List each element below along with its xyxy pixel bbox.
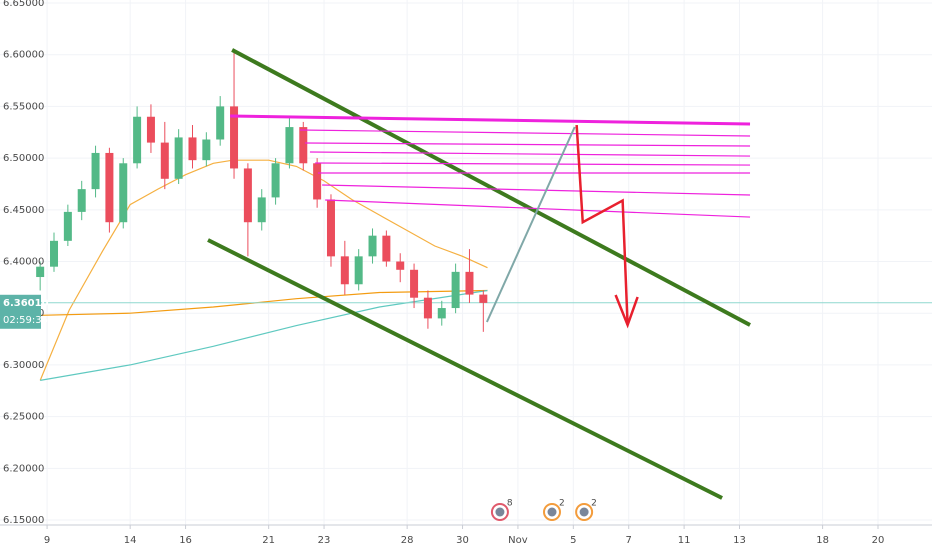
candle-body — [188, 137, 197, 161]
event-icon-inner — [579, 507, 589, 517]
candle-body — [105, 152, 114, 223]
price-label-box — [0, 294, 41, 329]
trend-line — [231, 48, 751, 327]
candle-body — [437, 308, 446, 319]
trend-line — [207, 238, 723, 500]
trend-line — [485, 126, 576, 323]
moving-average — [40, 289, 488, 381]
x-tick-label: 9 — [44, 535, 50, 546]
candle-body — [77, 189, 86, 212]
candle-body — [119, 163, 128, 223]
y-tick-label: 6.55000 — [3, 101, 44, 112]
x-tick-label: 21 — [262, 535, 275, 546]
candle-body — [299, 127, 308, 164]
trend-line — [315, 162, 751, 166]
x-tick-label: 7 — [626, 535, 632, 546]
candle-body — [451, 271, 460, 309]
candle-body — [174, 137, 183, 179]
event-icon-inner — [547, 507, 557, 517]
candle-body — [313, 163, 322, 200]
candle-body — [91, 152, 100, 190]
candle-body — [326, 199, 335, 257]
x-tick-label: 20 — [872, 535, 885, 546]
countdown: 02:59:36 — [3, 315, 48, 326]
x-tick-label: Nov — [508, 535, 528, 546]
x-axis-strip — [0, 525, 932, 550]
trend-line — [322, 184, 751, 196]
trend-line — [309, 151, 751, 157]
y-tick-label: 6.40000 — [3, 257, 44, 268]
trend-line — [575, 124, 629, 326]
y-tick-label: 6.45000 — [3, 205, 44, 216]
candle-body — [146, 116, 155, 143]
candle-body — [133, 116, 142, 164]
event-count: 2 — [591, 499, 597, 509]
candle-body — [50, 240, 59, 267]
trend-line — [299, 129, 751, 137]
candle-body — [340, 256, 349, 285]
trend-line — [230, 114, 751, 126]
candle-body — [479, 294, 488, 303]
candle-body — [160, 142, 169, 179]
y-tick-label: 6.60000 — [3, 50, 44, 61]
candle-body — [63, 211, 72, 241]
candle-body — [202, 139, 211, 161]
candle-body — [36, 266, 45, 278]
candle-body — [410, 269, 419, 298]
y-tick-label: 6.25000 — [3, 412, 44, 423]
candle-body — [216, 106, 225, 140]
event-count: 2 — [559, 499, 565, 509]
trend-line — [304, 142, 751, 147]
x-tick-label: 28 — [401, 535, 414, 546]
x-tick-label: 5 — [570, 535, 576, 546]
candle-body — [285, 127, 294, 164]
arrow-head — [614, 294, 639, 329]
x-tick-label: 13 — [733, 535, 746, 546]
candle-body — [271, 163, 280, 198]
candle-body — [230, 106, 239, 169]
x-tick-label: 16 — [179, 535, 192, 546]
y-tick-label: 6.65000 — [3, 0, 44, 9]
event-icon-inner — [495, 507, 505, 517]
x-tick-label: 11 — [678, 535, 691, 546]
y-tick-label: 6.15000 — [3, 515, 44, 526]
candle-body — [396, 261, 405, 270]
candle-body — [257, 197, 266, 223]
x-tick-label: 18 — [816, 535, 829, 546]
candle-body — [465, 271, 474, 295]
y-tick-label: 6.20000 — [3, 463, 44, 474]
candle-body — [423, 297, 432, 319]
last-price-label: 6.36010 — [3, 298, 49, 309]
y-tick-label: 6.30000 — [3, 360, 44, 371]
x-tick-label: 23 — [318, 535, 331, 546]
candle-body — [354, 256, 363, 285]
y-tick-label: 6.50000 — [3, 153, 44, 164]
candle-body — [368, 235, 377, 257]
candle-body — [382, 235, 391, 262]
event-count: 8 — [507, 499, 513, 509]
candle-body — [243, 168, 252, 223]
x-tick-label: 14 — [124, 535, 137, 546]
x-tick-label: 30 — [456, 535, 469, 546]
